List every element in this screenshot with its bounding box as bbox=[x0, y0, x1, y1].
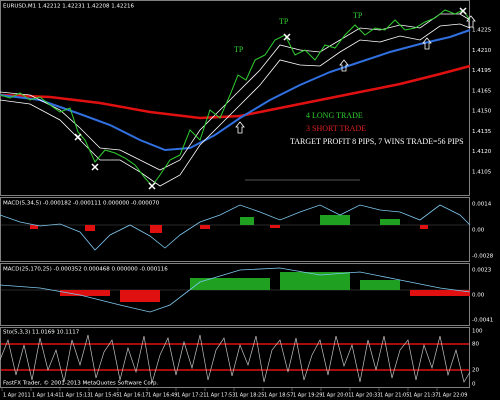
price-axis-label: 1.4210 bbox=[472, 48, 492, 54]
time-label: 1 Apr 21:37 bbox=[409, 393, 438, 399]
time-label: 1 Apr 16:17 bbox=[119, 393, 148, 399]
main-frame bbox=[0, 0, 470, 196]
time-label: 1 Apr 18:25 bbox=[235, 393, 264, 399]
trade-markers bbox=[74, 7, 476, 190]
time-label: 1 Apr 18:57 bbox=[264, 393, 293, 399]
macd-slow-hist-pos bbox=[190, 272, 400, 290]
price-axis-label: 1.4225 bbox=[472, 28, 492, 34]
stoch-axis-label: 20 bbox=[472, 368, 479, 374]
stoch-line bbox=[0, 334, 471, 384]
footer: FastFX Trader, © 2001-2013 MetaQuotes So… bbox=[3, 380, 158, 387]
time-label: 1 Apr 16:49 bbox=[148, 393, 177, 399]
short-annotation: 3 SHORT TRADE bbox=[306, 124, 366, 133]
time-label: 1 Apr 20:33 bbox=[351, 393, 380, 399]
price bbox=[0, 9, 471, 187]
price-axis-label: 1.4105 bbox=[472, 170, 492, 176]
time-label: 1 Apr 15:45 bbox=[90, 393, 119, 399]
price-axis-label: -0.0028 bbox=[472, 254, 494, 260]
price-axis-label: 1.4150 bbox=[472, 109, 492, 115]
price-axis-label: 0.0014 bbox=[472, 202, 492, 208]
time-label: 1 Apr 21:05 bbox=[380, 393, 409, 399]
tp-label: TP bbox=[353, 11, 363, 20]
macd-slow-header: MACD(25,170,25) -0.000352 0.000468 0.000… bbox=[3, 267, 168, 273]
macd-fast-line bbox=[0, 204, 471, 251]
stoch-axis-label: 0 bbox=[472, 382, 476, 388]
macd-fast-hist-pos bbox=[240, 215, 400, 225]
macd-slow-line bbox=[0, 267, 471, 313]
time-label: 1 Apr 2011 bbox=[3, 393, 31, 399]
stoch-axis-label: 80 bbox=[472, 342, 479, 348]
price-axis-label: 0.00 bbox=[472, 293, 485, 299]
time-label: 1 Apr 17:53 bbox=[206, 393, 235, 399]
time-label: 1 Apr 20:01 bbox=[322, 393, 351, 399]
price-axis-label: 0.00 bbox=[472, 228, 485, 234]
time-label: 1 Apr 14:41 bbox=[32, 393, 61, 399]
price-axis-label: 1.4135 bbox=[472, 129, 492, 135]
price-axis-label: 1.4165 bbox=[472, 88, 492, 94]
band-upper bbox=[0, 13, 471, 171]
price-axis-label: 0.0023 bbox=[472, 268, 492, 274]
stoch-axis-label: 100 bbox=[472, 329, 483, 335]
macd-fast-frame bbox=[0, 197, 470, 262]
stoch-header: Sto(5,3,3) 11.0169 10.1117 bbox=[3, 330, 80, 336]
macd-slow-hist-neg bbox=[60, 290, 470, 302]
price-axis-label: -0.0041 bbox=[472, 318, 493, 324]
main-header: EURUSD,M1 1.42212 1.42231 1.42208 1.4221… bbox=[3, 4, 135, 10]
stoch-frame bbox=[0, 327, 470, 388]
tp-label: TP bbox=[234, 45, 244, 54]
time-label: 1 Apr 15:13 bbox=[61, 393, 90, 399]
time-label: 1 Apr 17:21 bbox=[177, 393, 206, 399]
red-ma bbox=[0, 64, 471, 120]
time-label: 1 Apr 19:29 bbox=[293, 393, 322, 399]
price-axis-label: 1.4195 bbox=[472, 68, 492, 74]
time-label: 1 Apr 22:09 bbox=[438, 393, 467, 399]
blue-ma bbox=[0, 29, 471, 152]
macd-fast-header: MACD(5,34,5) -0.000182 -0.000111 0.00000… bbox=[3, 201, 160, 207]
tp-label: TP bbox=[279, 17, 289, 26]
target-annotation: TARGET PROFIT 8 PIPS, 7 WINS TRADE=56 PI… bbox=[290, 137, 464, 146]
price-axis-label: 1.4120 bbox=[472, 149, 492, 155]
band-lower bbox=[0, 23, 471, 187]
long-annotation: 4 LONG TRADE bbox=[306, 111, 363, 120]
